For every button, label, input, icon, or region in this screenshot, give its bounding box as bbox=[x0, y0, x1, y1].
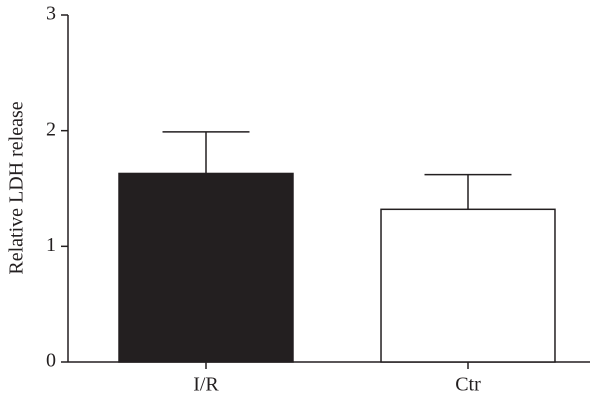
y-tick-label: 2 bbox=[46, 118, 56, 140]
y-tick-label: 3 bbox=[46, 3, 56, 25]
y-axis-label: Relative LDH release bbox=[6, 101, 28, 274]
bar bbox=[380, 208, 556, 363]
y-tick-label: 1 bbox=[46, 234, 56, 256]
x-tick-label: I/R bbox=[193, 374, 219, 396]
bar bbox=[118, 172, 294, 363]
y-tick-label: 0 bbox=[46, 350, 56, 372]
x-tick-label: Ctr bbox=[455, 374, 481, 396]
